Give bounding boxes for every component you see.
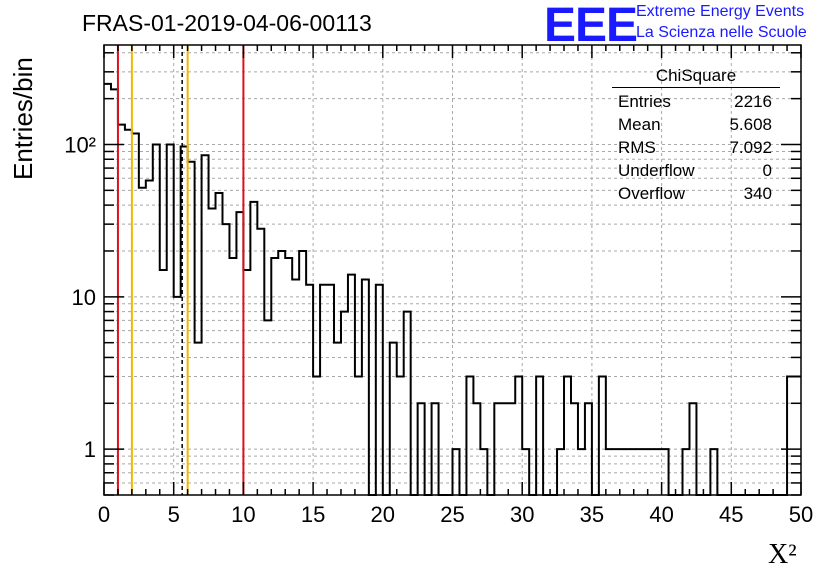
x-tick-label: 15	[301, 502, 325, 527]
x-tick-label: 25	[440, 502, 464, 527]
x-tick-label: 50	[789, 502, 813, 527]
stat-value: 7.092	[729, 138, 772, 157]
stats-row: Mean 5.608	[612, 113, 780, 136]
stat-value: 5.608	[729, 115, 772, 134]
x-tick-label: 40	[649, 502, 673, 527]
tick-labels: 0 5 10 15 20 25 30 35 40 45 50 1 10 10²	[64, 132, 813, 527]
chart-title: FRAS-01-2019-04-06-00113	[82, 10, 372, 36]
stats-row: Underflow 0	[612, 159, 780, 182]
histogram-bin	[564, 376, 571, 495]
stat-label: RMS	[618, 138, 656, 157]
y-tick-label: 10	[72, 285, 96, 310]
histogram-bin	[104, 84, 111, 495]
x-tick-label: 35	[580, 502, 604, 527]
histogram-bin	[132, 134, 139, 495]
histogram-bin	[202, 155, 209, 495]
stat-value: 0	[762, 161, 772, 180]
stat-value: 2216	[734, 92, 772, 111]
histogram-bin	[195, 343, 202, 495]
x-tick-label: 20	[371, 502, 395, 527]
histogram-bin	[174, 297, 181, 495]
histogram-bin	[264, 320, 271, 495]
histogram-bin	[125, 130, 132, 495]
stat-label: Mean	[618, 115, 661, 134]
histogram-bin	[278, 251, 285, 495]
histogram-bin	[153, 144, 160, 495]
histogram-bin	[250, 202, 257, 495]
histogram-bin	[536, 376, 543, 495]
histogram-bin	[313, 376, 320, 495]
stat-label: Underflow	[618, 161, 695, 180]
histogram-bin	[188, 162, 195, 495]
marker-lines	[116, 45, 245, 495]
eee-logo: EEE	[544, 0, 638, 52]
histogram-bin	[236, 212, 243, 495]
histogram-bin	[216, 193, 223, 495]
y-tick-label: 10²	[64, 132, 96, 157]
histogram-bin	[111, 89, 118, 495]
stats-row: Overflow 340	[612, 182, 780, 205]
x-tick-label: 5	[168, 502, 180, 527]
y-tick-label: 1	[84, 437, 96, 462]
stat-value: 340	[743, 184, 772, 203]
x-axis-label: X²	[768, 539, 797, 570]
grid-lines	[104, 45, 801, 495]
stats-row: RMS 7.092	[612, 136, 780, 159]
stats-box: ChiSquare Entries 2216 Mean 5.608 RMS 7.…	[612, 66, 780, 205]
x-tick-label: 10	[231, 502, 255, 527]
org-name-line2: La Scienza nelle Scuole	[636, 24, 807, 41]
histogram-bin	[146, 181, 153, 495]
stat-label: Entries	[618, 92, 671, 111]
histogram-bin	[599, 376, 606, 495]
histogram-bin	[118, 125, 125, 495]
y-axis-label: Entries/bin	[8, 57, 38, 180]
histogram-bin	[167, 144, 174, 495]
org-name-line1: Extreme Energy Events	[636, 3, 805, 20]
histogram-bin	[334, 343, 341, 495]
stat-label: Overflow	[618, 184, 686, 203]
axis-ticks	[103, 45, 802, 496]
x-tick-label: 45	[719, 502, 743, 527]
histogram-bin	[397, 376, 404, 495]
histogram-bin	[466, 376, 473, 495]
histogram-bin	[794, 376, 801, 495]
histogram-bin	[355, 376, 362, 495]
histogram-bin	[222, 224, 229, 495]
x-tick-label: 0	[98, 502, 110, 527]
histogram-bin	[257, 229, 264, 495]
stats-title: ChiSquare	[612, 66, 780, 88]
histogram-bin	[299, 251, 306, 495]
histogram-bin	[787, 376, 794, 495]
x-tick-label: 30	[510, 502, 534, 527]
histogram-bin	[390, 343, 397, 495]
histogram-bin	[209, 209, 216, 495]
stats-row: Entries 2216	[612, 90, 780, 113]
histogram-bin	[515, 376, 522, 495]
histogram-bin	[348, 275, 355, 495]
